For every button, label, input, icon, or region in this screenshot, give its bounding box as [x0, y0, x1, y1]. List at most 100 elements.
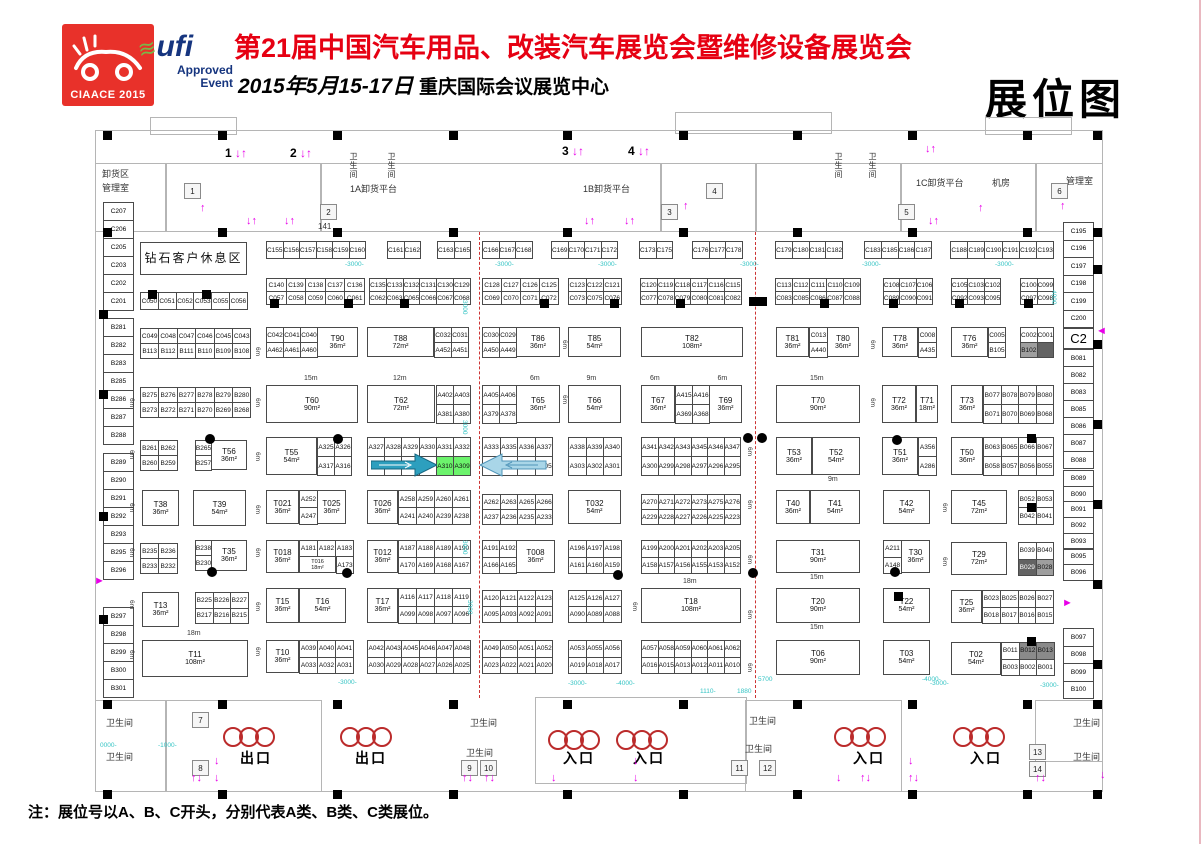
booth-T18: T18 108m²	[641, 588, 741, 623]
column-marker	[563, 228, 572, 237]
column-marker	[889, 299, 898, 308]
booth-C048: C048	[158, 328, 178, 344]
booth-B216: B216	[212, 607, 231, 624]
booth-A121: A121	[499, 590, 519, 607]
column-marker	[103, 700, 112, 709]
booth-C075: C075	[585, 291, 604, 305]
booth-C116: C116	[707, 278, 725, 292]
booth-A233: A233	[534, 509, 554, 525]
wall-outline	[95, 130, 1103, 792]
area-label: 卫生间	[466, 748, 494, 758]
booth-B070: B070	[1000, 404, 1019, 424]
booth-A339: A339	[585, 437, 604, 457]
booth-A040: A040	[317, 640, 336, 658]
booth-A126: A126	[585, 590, 604, 607]
dimension-text: 0000-	[100, 742, 117, 749]
elevator-13: 13	[1029, 744, 1046, 760]
booth-T50: T50 36m²	[951, 437, 983, 475]
booth-A260: A260	[434, 490, 453, 508]
booth-C078: C078	[656, 291, 675, 305]
booth-C123: C123	[568, 278, 587, 292]
booth-A369: A369	[675, 404, 693, 424]
booth-A168: A168	[434, 556, 453, 574]
booth-B283: B283	[103, 354, 134, 373]
column-marker	[103, 131, 112, 140]
booth-A345: A345	[690, 437, 708, 457]
gate-4: 4 ↓↑	[628, 144, 651, 158]
booth-C169: C169	[551, 241, 569, 259]
column-marker	[1023, 790, 1032, 799]
wall-outline	[150, 117, 237, 135]
booth-A275: A275	[707, 494, 725, 510]
dimension-text: 3000	[461, 540, 468, 555]
booth-C110: C110	[826, 278, 844, 292]
booth-C187: C187	[914, 241, 933, 259]
booth-A187: A187	[398, 540, 417, 558]
column-marker	[563, 790, 572, 799]
booth-B279: B279	[213, 387, 233, 403]
column-marker	[679, 131, 688, 140]
booth-A041: A041	[335, 640, 354, 658]
elevator-5: 5	[898, 204, 915, 220]
dimension-text: -3000-	[345, 261, 364, 268]
dimension-label: 6m	[650, 375, 660, 382]
booth-T02: T02 54m²	[951, 642, 1001, 675]
booth-B285: B285	[103, 372, 134, 391]
dimension-label: 6m	[128, 600, 135, 610]
booth-C119: C119	[656, 278, 675, 292]
booth-C181: C181	[808, 241, 827, 259]
booth-C066: C066	[419, 291, 438, 305]
booth-C080: C080	[690, 291, 709, 305]
booth-C183: C183	[864, 241, 882, 259]
wall-outline	[95, 700, 167, 792]
booth-T39: T39 54m²	[193, 490, 246, 526]
booth-T016: T016 18m²	[299, 556, 336, 573]
booth-C195: C195	[1063, 222, 1094, 241]
wall-outline	[675, 112, 832, 134]
column-marker	[1093, 420, 1102, 429]
booth-A091: A091	[534, 606, 554, 623]
booth-C090: C090	[899, 291, 917, 305]
booth-C059: C059	[305, 291, 326, 305]
booth-B040: B040	[1035, 542, 1054, 560]
booth-T012: T012 36m²	[367, 540, 398, 573]
wall-outline	[745, 700, 902, 792]
area-label: 卫生间	[387, 152, 396, 179]
booth-A415: A415	[675, 385, 693, 405]
dimension-text: -3000-	[740, 261, 759, 268]
dimension-label: 6m	[254, 602, 261, 612]
booth-C136: C136	[344, 278, 365, 292]
direction-arrow-icon: ↓↑	[624, 215, 635, 227]
booth-C202: C202	[103, 274, 134, 293]
booth-C190: C190	[984, 241, 1003, 259]
dimension-label: 6m	[128, 650, 135, 660]
booth-T82: T82 108m²	[641, 327, 743, 357]
booth-T021: T021 36m²	[266, 490, 299, 524]
booth-C102: C102	[983, 278, 1002, 292]
booth-C056: C056	[229, 292, 248, 310]
booth-B017: B017	[999, 606, 1019, 624]
booth-A271: A271	[657, 494, 675, 510]
booth-C100: C100	[1020, 278, 1038, 292]
booth-C185: C185	[880, 241, 899, 259]
booth-C073: C073	[568, 291, 587, 305]
booth-B105: B105	[988, 342, 1006, 358]
booth-B067: B067	[1035, 437, 1054, 457]
booth-C163: C163	[437, 241, 455, 259]
booth-B270: B270	[195, 402, 215, 418]
booth-A027: A027	[418, 656, 437, 674]
booth-C168: C168	[515, 241, 533, 259]
dimension-text: 3000	[461, 420, 468, 435]
booth-C112: C112	[792, 278, 810, 292]
booth-A440: A440	[809, 342, 828, 358]
booth-B090: B090	[1063, 485, 1094, 503]
dimension-label: 6m	[746, 555, 753, 565]
booth-C167: C167	[498, 241, 516, 259]
booth-A241: A241	[398, 507, 417, 525]
ciaace-logo: CIAACE 2015	[62, 24, 154, 106]
booth-C046: C046	[195, 328, 215, 344]
booth-A298: A298	[674, 456, 692, 476]
booth-A238: A238	[452, 507, 471, 525]
booth-A098: A098	[416, 605, 435, 624]
booth-A059: A059	[674, 640, 692, 658]
